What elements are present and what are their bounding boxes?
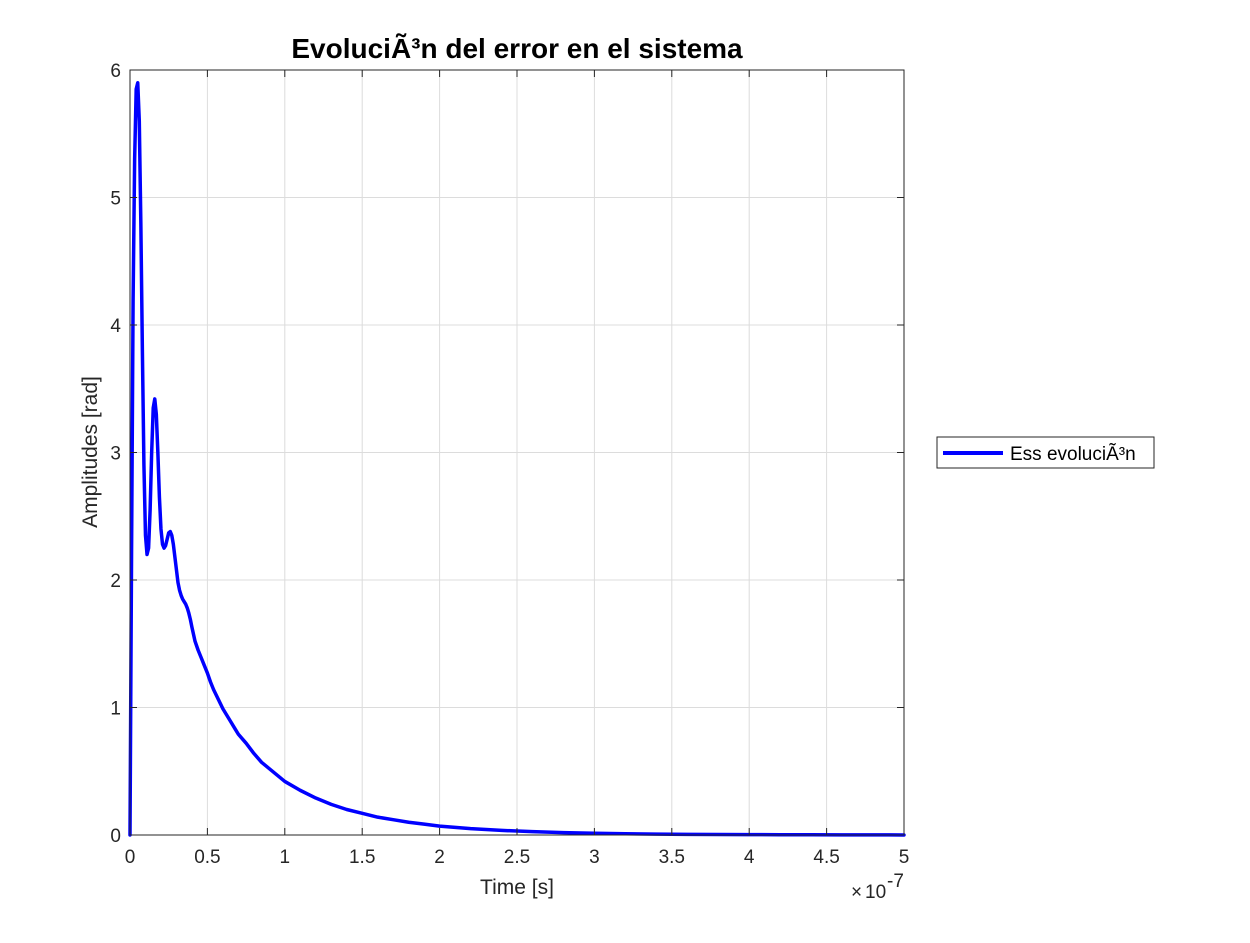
x-tick-label: 1 (280, 847, 291, 868)
x-tick-label: 1.5 (349, 847, 375, 868)
grid (130, 70, 904, 835)
x-exponent-power: -7 (887, 871, 904, 892)
y-tick-label: 4 (110, 316, 121, 337)
ticks (129, 69, 905, 836)
x-tick-label: 2 (434, 847, 445, 868)
y-tick-label: 3 (110, 444, 121, 465)
x-exponent-times: × (851, 882, 862, 903)
x-tick-label: 4 (744, 847, 755, 868)
x-tick-label: 0 (125, 847, 136, 868)
tick-labels: 0 0.5 1 1.5 2 2.5 3 3.5 4 4.5 5 0 1 2 3 4 5 6 (110, 61, 909, 868)
legend-label: Ess evoluciÃ³n (1010, 443, 1136, 465)
y-axis-label: Amplitudes [rad] (79, 376, 102, 528)
x-tick-label: 3 (589, 847, 600, 868)
x-exponent-base: 10 (865, 882, 886, 903)
x-tick-label: 3.5 (659, 847, 685, 868)
x-tick-label: 5 (899, 847, 910, 868)
x-tick-label: 0.5 (194, 847, 220, 868)
legend: Ess evoluciÃ³n (936, 436, 1155, 469)
chart-title: EvoluciÃ³n del error en el sistema (291, 33, 743, 64)
y-tick-label: 5 (110, 189, 121, 210)
x-exponent: × 10 -7 (851, 871, 904, 903)
x-tick-label: 4.5 (813, 847, 839, 868)
y-tick-label: 1 (110, 699, 121, 720)
series-layer (128, 81, 906, 837)
x-tick-label: 2.5 (504, 847, 530, 868)
y-tick-label: 2 (110, 571, 121, 592)
x-axis-label: Time [s] (480, 876, 554, 899)
y-tick-label: 0 (110, 826, 121, 847)
series-line (128, 81, 906, 837)
y-tick-label: 6 (110, 61, 121, 82)
